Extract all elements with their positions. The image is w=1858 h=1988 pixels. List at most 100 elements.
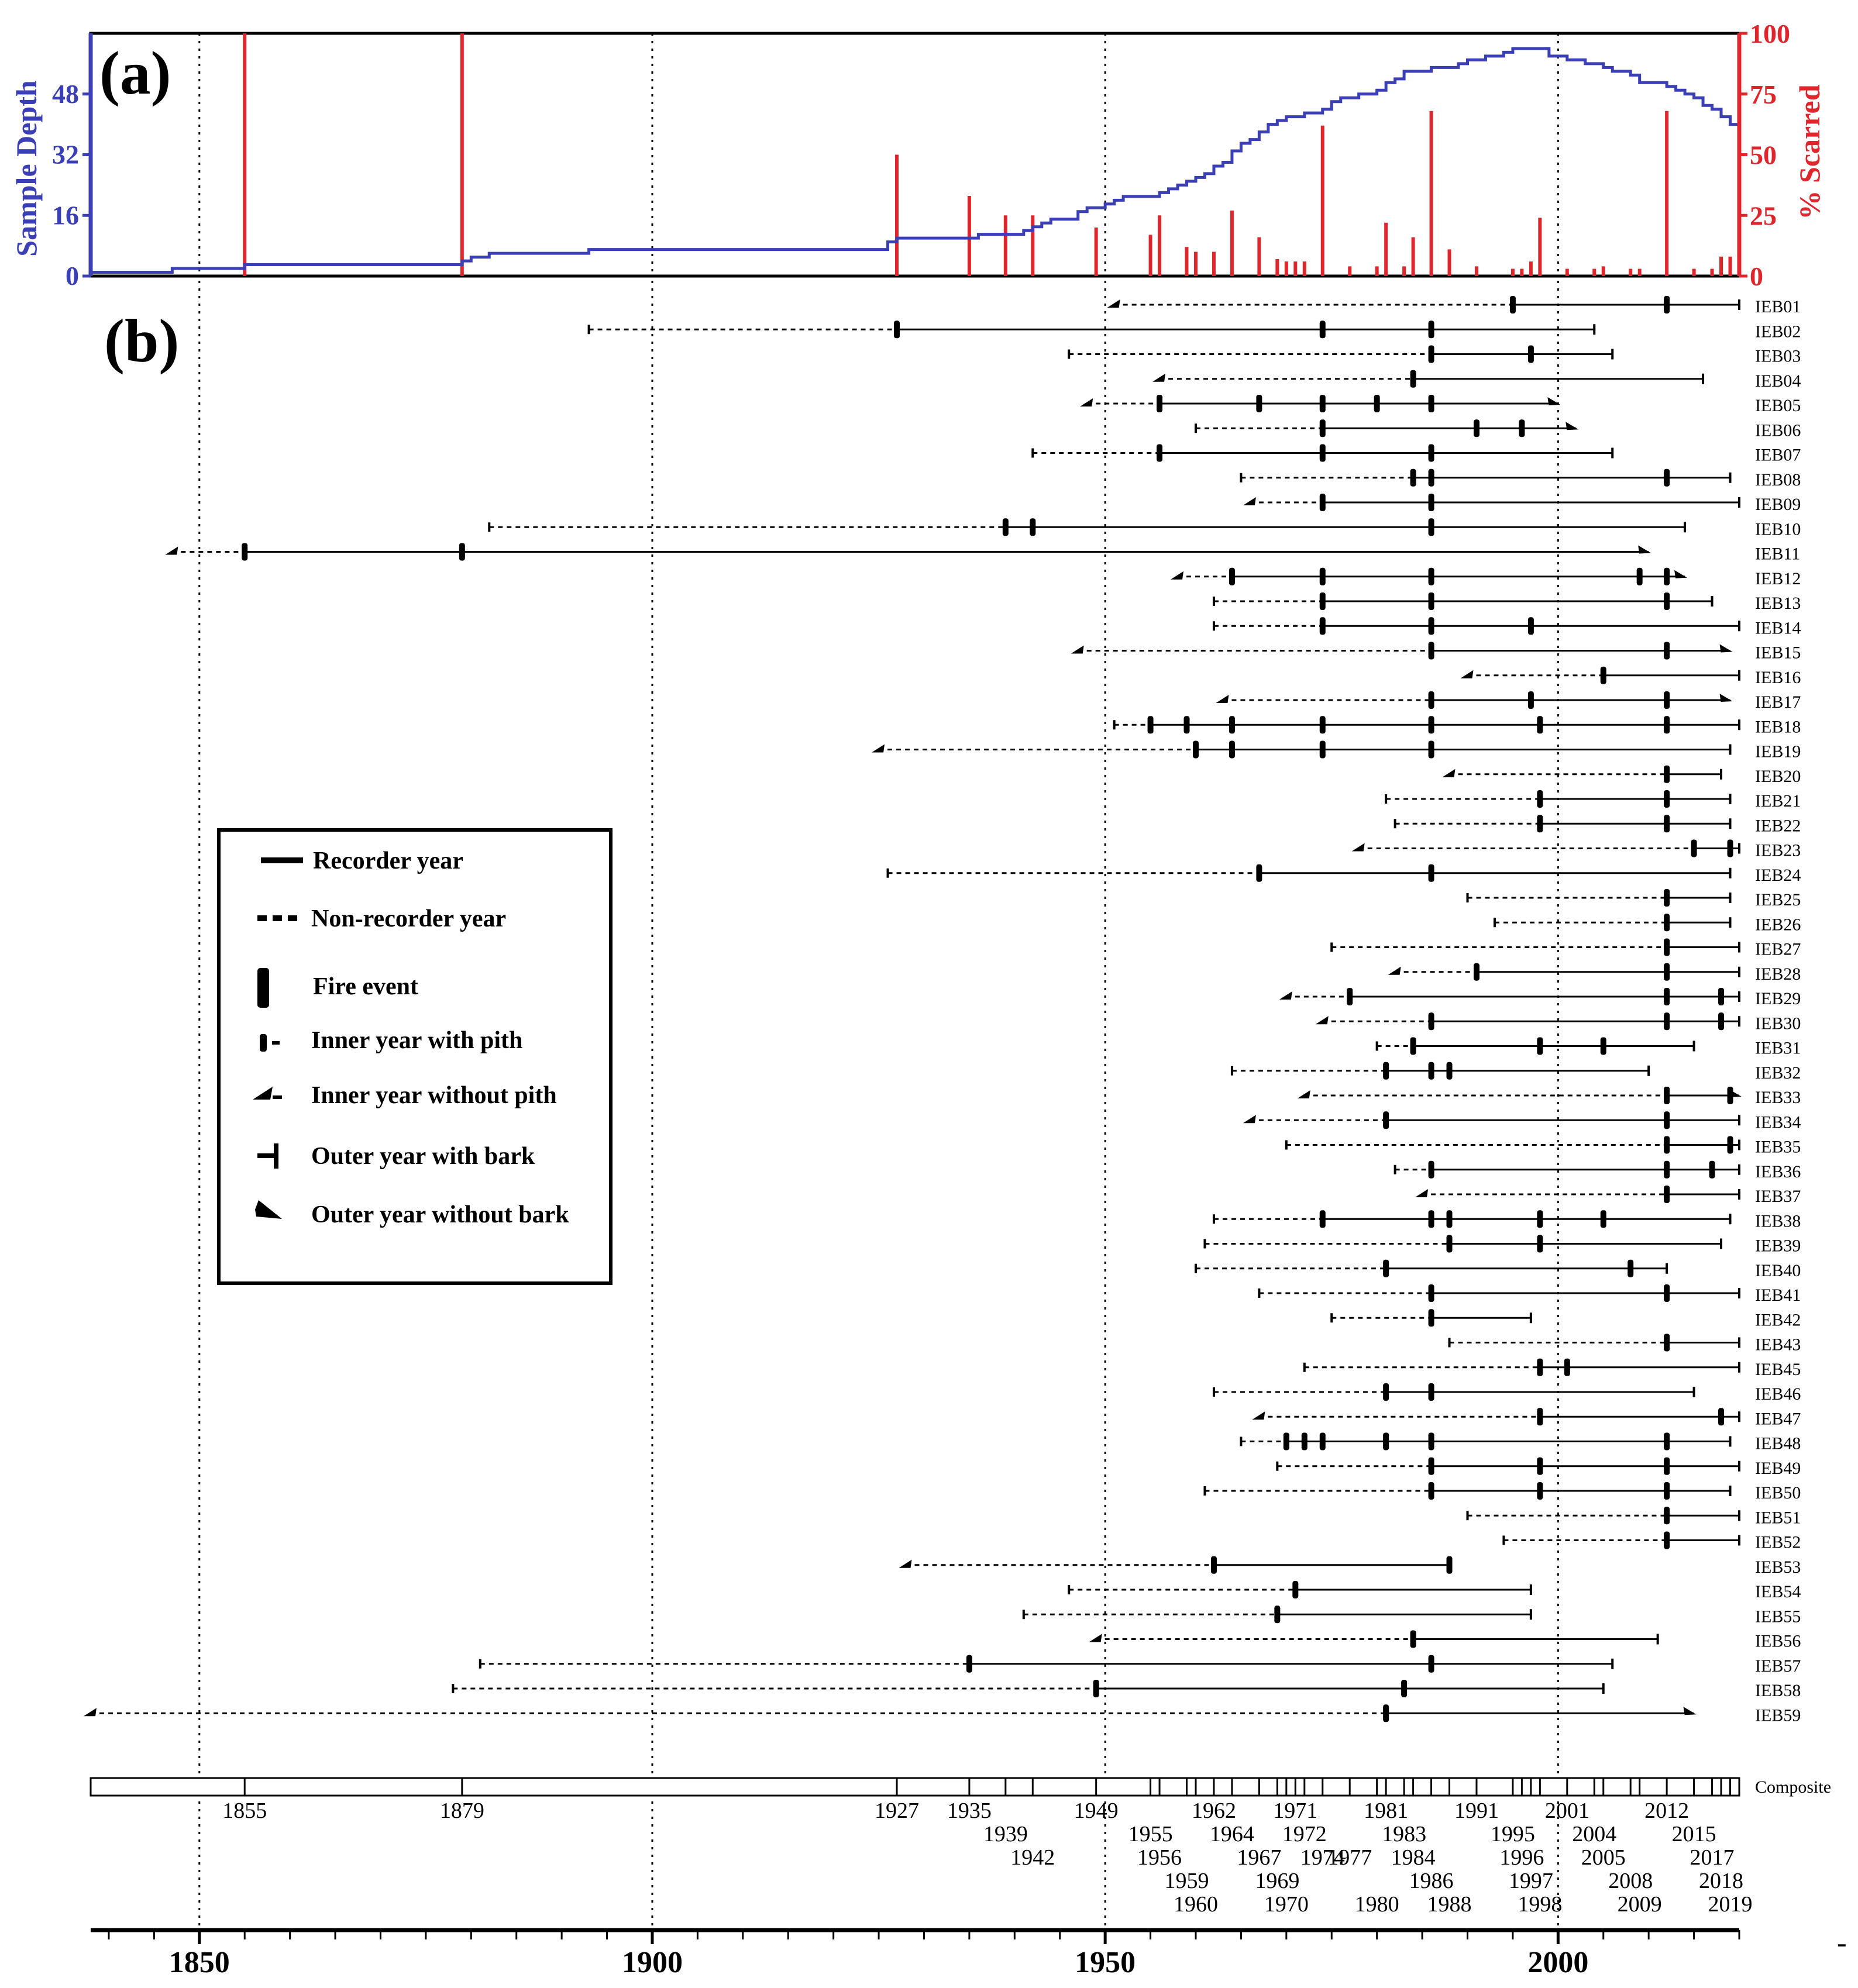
fire-scar-1986 <box>1428 1062 1434 1080</box>
fire-scar-1974 <box>1319 1432 1326 1450</box>
fire-scar-1980 <box>1374 395 1380 412</box>
sample-label: IEB04 <box>1755 371 1801 391</box>
sample-IEB08: IEB08 <box>1240 468 1801 490</box>
fire-scar-2018 <box>1718 1408 1725 1426</box>
fire-scar-1986 <box>1428 617 1434 635</box>
legend-recorder-label: Recorder year <box>313 847 463 874</box>
fire-scar-2005 <box>1600 1037 1606 1055</box>
sample-IEB06: IEB06 <box>1194 419 1801 440</box>
fire-scar-1997 <box>1527 345 1534 363</box>
sample-IEB57: IEB57 <box>479 1655 1801 1676</box>
fire-scar-2012 <box>1664 1334 1670 1352</box>
legend-outernobark-label: Outer year without bark <box>311 1201 569 1228</box>
x-tick-label-1850: 1850 <box>169 1946 230 1979</box>
fire-scar-1986 <box>1428 1210 1434 1228</box>
inner-nopith-marker <box>1252 1411 1265 1420</box>
legend-innerpith-symbol <box>260 1034 267 1052</box>
fire-scar-2005 <box>1600 666 1606 684</box>
fire-scar-1939 <box>1002 518 1009 536</box>
composite-year-label-1962: 1962 <box>1192 1798 1236 1823</box>
sample-label: IEB52 <box>1755 1533 1801 1552</box>
sample-IEB52: IEB52 <box>1502 1531 1801 1552</box>
fire-scar-2012 <box>1664 1482 1670 1500</box>
inner-nopith-marker <box>1315 1016 1329 1025</box>
sample-IEB26: IEB26 <box>1493 914 1801 934</box>
fire-scar-1998 <box>1537 1408 1543 1426</box>
fire-scar-1988 <box>1446 1235 1453 1253</box>
composite-label: Composite <box>1755 1777 1831 1797</box>
fire-scar-1986 <box>1428 1012 1434 1031</box>
sample-IEB54: IEB54 <box>1068 1581 1801 1601</box>
inner-nopith-marker <box>1415 1189 1429 1197</box>
fire-scar-1986 <box>1428 1309 1434 1327</box>
x-tick-label-1900: 1900 <box>622 1946 683 1979</box>
fire-scar-1986 <box>1428 740 1434 759</box>
inner-nopith-marker <box>1107 299 1120 308</box>
fire-scar-1974 <box>1319 321 1326 339</box>
sample-IEB47: IEB47 <box>1252 1408 1801 1428</box>
fire-scar-2015 <box>1691 839 1697 857</box>
fire-scar-1986 <box>1428 1655 1434 1673</box>
sample-label: IEB53 <box>1755 1558 1801 1577</box>
sample-label: IEB48 <box>1755 1434 1801 1453</box>
sample-label: IEB37 <box>1755 1187 1801 1206</box>
fire-scar-1986 <box>1428 1482 1434 1500</box>
fire-scar-1972 <box>1301 1432 1308 1450</box>
fire-scar-2012 <box>1664 1012 1670 1031</box>
sample-label: IEB22 <box>1755 816 1801 835</box>
fire-scar-1983 <box>1401 1680 1408 1697</box>
outer-nobark-marker <box>1547 397 1561 405</box>
fire-scar-1998 <box>1537 815 1543 833</box>
sample-label: IEB02 <box>1755 322 1801 341</box>
sample-label: IEB18 <box>1755 717 1801 736</box>
sample-label: IEB15 <box>1755 643 1801 663</box>
panel-a-label: (a) <box>99 39 171 107</box>
pct-tick-label-50: 50 <box>1750 140 1777 170</box>
x-tick-label-2000: 2000 <box>1527 1946 1588 1979</box>
fire-scar-1997 <box>1527 691 1534 709</box>
fire-scar-1986 <box>1428 494 1434 511</box>
sample-label: IEB36 <box>1755 1162 1801 1181</box>
sample-label: IEB11 <box>1755 545 1800 564</box>
sample-IEB14: IEB14 <box>1212 617 1801 638</box>
fire-scar-2012 <box>1664 914 1670 932</box>
composite-year-label-1956: 1956 <box>1137 1845 1182 1870</box>
fire-scar-2012 <box>1664 296 1670 313</box>
inner-nopith-marker <box>165 546 178 555</box>
sample-label: IEB05 <box>1755 396 1801 415</box>
fire-scar-1981 <box>1383 1111 1389 1129</box>
inner-nopith-marker <box>1080 398 1093 406</box>
sample-label: IEB58 <box>1755 1681 1801 1700</box>
fire-scar-2012 <box>1664 1457 1670 1475</box>
sample-IEB37: IEB37 <box>1415 1186 1801 1206</box>
sample-IEB34: IEB34 <box>1243 1111 1801 1132</box>
fire-scar-2019 <box>1727 1136 1733 1154</box>
percent-scarred-axis-ticks: 0 25 50 75 100 <box>1737 19 1790 291</box>
fire-scar-1988 <box>1446 1210 1453 1228</box>
fire-scar-1984 <box>1410 1630 1416 1648</box>
sample-label: IEB59 <box>1755 1706 1801 1725</box>
sample-label: IEB38 <box>1755 1211 1801 1231</box>
fire-scar-1855 <box>242 543 248 561</box>
sample-IEB30: IEB30 <box>1315 1012 1801 1033</box>
inner-nopith-marker <box>1243 497 1256 505</box>
fire-scar-1974 <box>1319 444 1326 462</box>
composite-year-label-1969: 1969 <box>1255 1869 1299 1893</box>
fire-scar-1998 <box>1537 1235 1543 1253</box>
composite-year-label-2004: 2004 <box>1572 1822 1616 1846</box>
sample-label: IEB31 <box>1755 1039 1801 1058</box>
composite-year-label-1959: 1959 <box>1165 1869 1209 1893</box>
fire-scar-1991 <box>1473 963 1479 981</box>
fire-scar-2012 <box>1664 1186 1670 1203</box>
sample-IEB51: IEB51 <box>1466 1507 1801 1527</box>
depth-tick-label-0: 0 <box>66 261 79 291</box>
composite-bar <box>90 1777 1740 1797</box>
fire-scar-2005 <box>1600 1210 1606 1228</box>
percent-scarred-bars <box>243 33 1732 276</box>
sample-IEB07: IEB07 <box>1031 444 1801 465</box>
fire-scar-1986 <box>1428 444 1434 462</box>
fire-scar-1964 <box>1229 567 1235 585</box>
sample-IEB43: IEB43 <box>1448 1334 1801 1355</box>
sample-IEB13: IEB13 <box>1212 592 1801 613</box>
fire-scar-1967 <box>1256 395 1262 412</box>
